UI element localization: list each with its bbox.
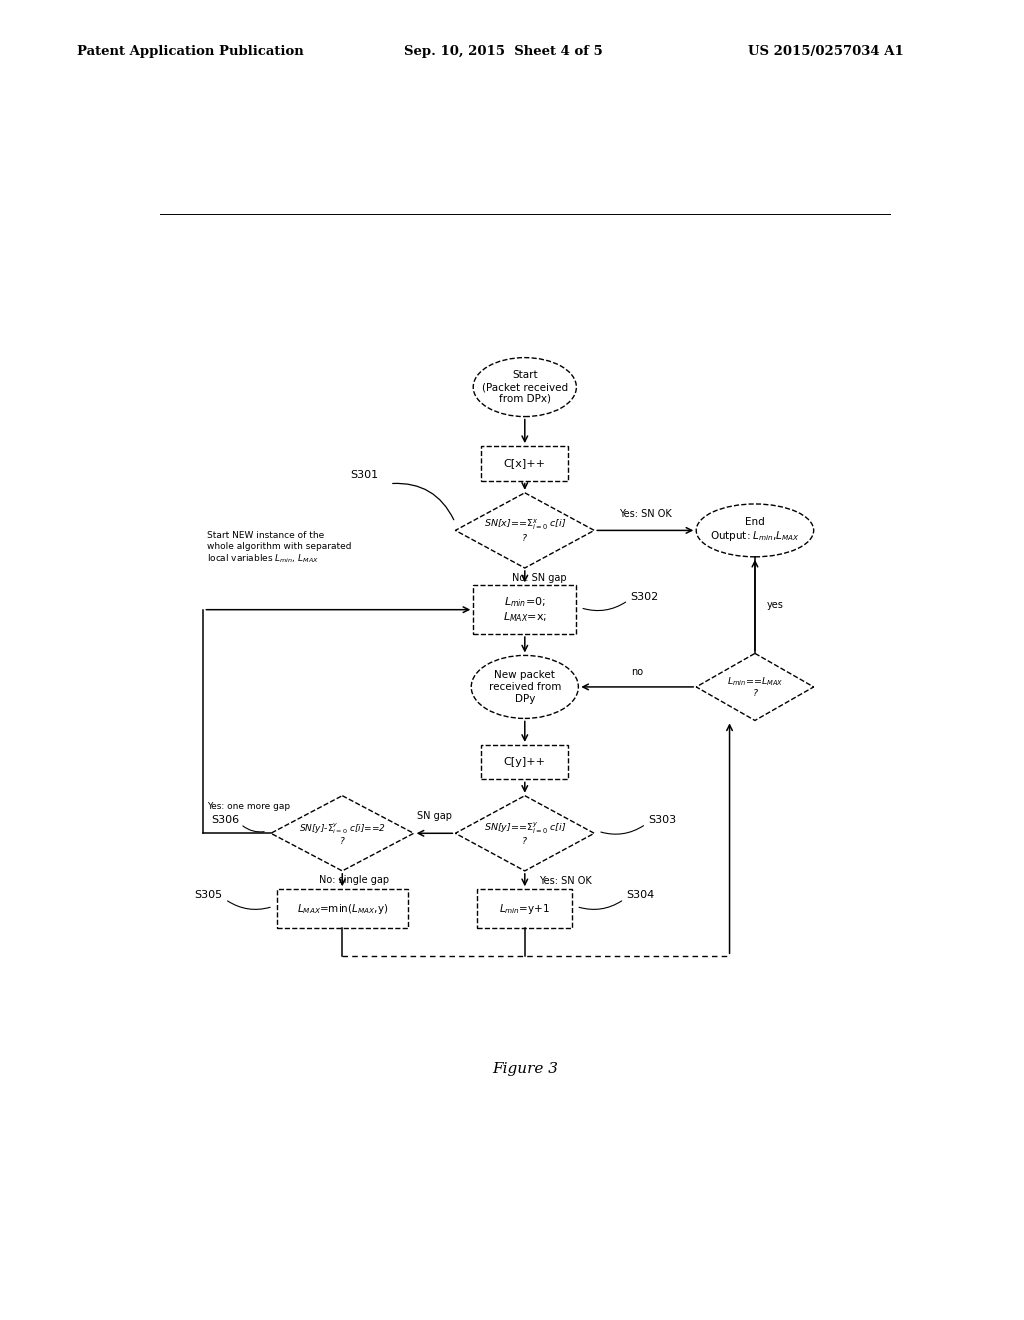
Text: S303: S303	[648, 816, 676, 825]
Text: Start NEW instance of the
whole algorithm with separated
local variables $L_{min: Start NEW instance of the whole algorith…	[207, 531, 352, 565]
Text: S304: S304	[627, 890, 654, 900]
Text: S302: S302	[631, 591, 658, 602]
Text: $L_{min}$==$L_{MAX}$
?: $L_{min}$==$L_{MAX}$ ?	[727, 676, 783, 698]
Text: C[y]++: C[y]++	[504, 758, 546, 767]
Text: Sep. 10, 2015  Sheet 4 of 5: Sep. 10, 2015 Sheet 4 of 5	[404, 45, 603, 58]
Text: SN[y]==$\Sigma^y_{i=0}$ c[i]
?: SN[y]==$\Sigma^y_{i=0}$ c[i] ?	[483, 820, 566, 846]
Text: S305: S305	[195, 890, 223, 900]
Text: C[x]++: C[x]++	[504, 458, 546, 469]
Text: Yes: SN OK: Yes: SN OK	[618, 510, 672, 519]
Text: No: SN gap: No: SN gap	[512, 573, 566, 583]
Text: $L_{min}$=y+1: $L_{min}$=y+1	[500, 902, 550, 916]
Text: Figure 3: Figure 3	[492, 1063, 558, 1076]
Text: No: single gap: No: single gap	[319, 875, 389, 886]
Text: New packet
received from
DPy: New packet received from DPy	[488, 671, 561, 704]
Text: SN[y]-$\Sigma^y_{i=0}$ c[i]==2
?: SN[y]-$\Sigma^y_{i=0}$ c[i]==2 ?	[299, 821, 386, 846]
Text: yes: yes	[767, 601, 783, 610]
Text: S306: S306	[211, 816, 240, 825]
Text: $L_{MAX}$=min($L_{MAX}$,y): $L_{MAX}$=min($L_{MAX}$,y)	[297, 902, 388, 916]
Text: Yes: SN OK: Yes: SN OK	[539, 876, 592, 886]
Text: SN gap: SN gap	[417, 810, 452, 821]
Text: End
Output: $L_{min}$,$L_{MAX}$: End Output: $L_{min}$,$L_{MAX}$	[710, 517, 800, 544]
Text: Yes: one more gap: Yes: one more gap	[207, 803, 291, 810]
Text: US 2015/0257034 A1: US 2015/0257034 A1	[748, 45, 903, 58]
Text: SN[x]==$\Sigma^x_{i=0}$ c[i]
?: SN[x]==$\Sigma^x_{i=0}$ c[i] ?	[483, 517, 566, 543]
Text: no: no	[631, 667, 643, 677]
Text: Start
(Packet received
from DPx): Start (Packet received from DPx)	[481, 371, 568, 404]
Text: Patent Application Publication: Patent Application Publication	[77, 45, 303, 58]
Text: S301: S301	[350, 470, 379, 479]
Text: $L_{min}$=0;
$L_{MAX}$=x;: $L_{min}$=0; $L_{MAX}$=x;	[503, 595, 547, 624]
